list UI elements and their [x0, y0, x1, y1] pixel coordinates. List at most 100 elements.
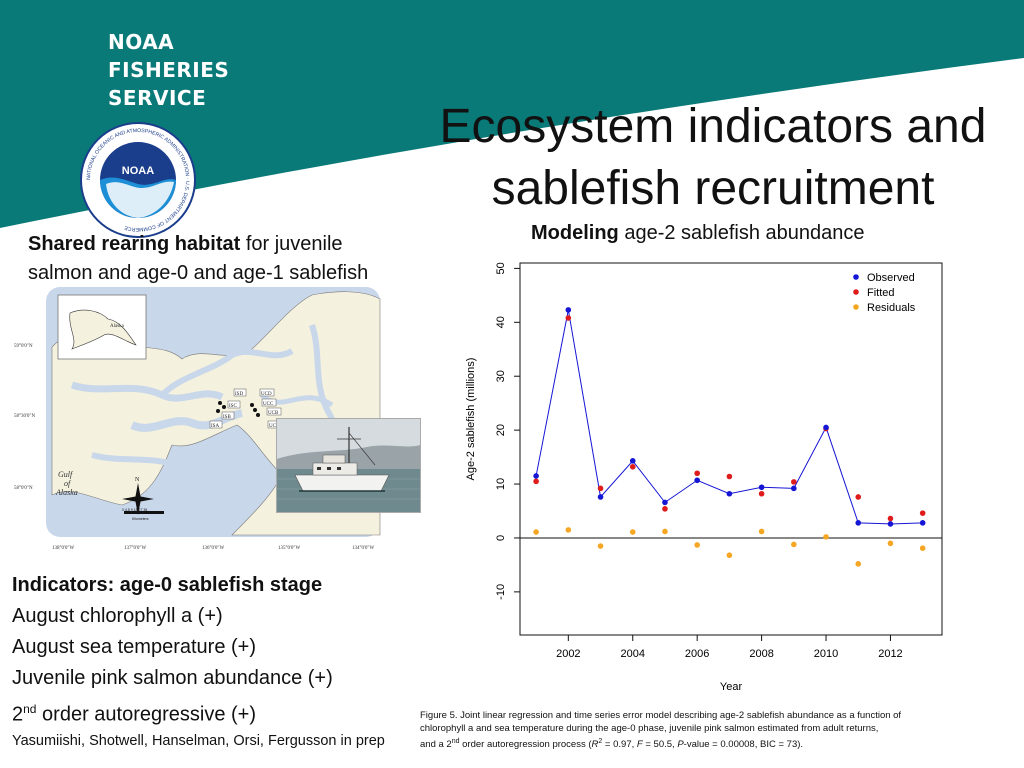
- x-tick-label: 2008: [749, 648, 773, 660]
- indicators-list: Indicators: age-0 sablefish stage August…: [12, 570, 333, 731]
- station-label-uca: UCA: [269, 424, 280, 429]
- scale-unit: Kilometers: [132, 517, 149, 521]
- observed-point: [791, 485, 797, 492]
- fitted-point: [758, 490, 765, 497]
- y-axis-label: Age-2 sablefish (millions): [465, 358, 477, 481]
- residuals-point: [694, 542, 700, 548]
- observed-point: [662, 499, 668, 506]
- sample-stations: ISD ISC ISB ISA UCD UCC UCB UCA: [209, 388, 282, 429]
- observed-point: [533, 473, 539, 479]
- y-tick-label: 50: [495, 262, 507, 274]
- observed-point: [855, 520, 862, 526]
- fitted-point: [887, 515, 894, 522]
- indicators-title: Indicators: age-0 sablefish stage: [12, 574, 323, 596]
- indicator-item-4-rest: order autoregressive (+): [36, 703, 257, 726]
- caption-l3-e: -value = 0.00008, BIC = 73).: [683, 739, 804, 751]
- y-tick-label: -10: [495, 584, 507, 600]
- brand-line-3: SERVICE: [108, 86, 207, 110]
- station-label-ucc: UCC: [263, 402, 274, 407]
- legend-marker-fitted: [853, 289, 859, 295]
- residuals-point: [533, 529, 539, 535]
- title-line-1: Ecosystem indicators and: [439, 100, 987, 153]
- brand-line-1: NOAA: [108, 30, 175, 54]
- residuals-point: [758, 528, 765, 535]
- observed-point: [694, 477, 700, 484]
- caption-l3-c: = 0.97,: [602, 739, 637, 751]
- caption-l3-d: = 50.5,: [642, 739, 678, 751]
- x-tick-label: 2004: [621, 648, 645, 660]
- residuals-point: [726, 552, 733, 559]
- brand-line-2: FISHERIES: [108, 58, 230, 82]
- chart-heading-bold: Modeling: [531, 222, 619, 244]
- station-label-ucb: UCB: [268, 411, 279, 416]
- habitat-heading-line2: salmon and age-0 and age-1 sablefish: [28, 262, 369, 284]
- residuals-point: [662, 528, 668, 535]
- residuals-point: [597, 543, 604, 549]
- caption-line-2: chlorophyll a and sea temperature during…: [420, 723, 879, 734]
- y-tick-label: 30: [495, 370, 507, 382]
- legend-label-observed: Observed: [867, 272, 915, 284]
- x-tick-label: 2006: [685, 648, 709, 660]
- header-banner: [0, 0, 1024, 228]
- caption-l3-r: R: [591, 739, 599, 751]
- compass-rose: N: [122, 477, 154, 515]
- figure-caption: Figure 5. Joint linear regression and ti…: [420, 709, 980, 751]
- caption-line-3: and a 2nd order autoregression process (…: [420, 735, 980, 751]
- gulf-label-1: Gulf: [58, 470, 74, 479]
- caption-l3-f: F: [636, 739, 643, 751]
- authors-credit: Yasumiishi, Shotwell, Hanselman, Orsi, F…: [12, 733, 385, 749]
- residuals-point: [823, 534, 829, 540]
- habitat-heading-bold: Shared rearing habitat: [28, 233, 241, 255]
- logo-text: NOAA: [122, 165, 154, 177]
- y-tick-label: 40: [495, 316, 507, 328]
- fitted-point: [919, 510, 926, 516]
- fitted-point: [533, 478, 539, 485]
- habitat-heading-rest: for juvenile: [240, 233, 343, 255]
- title-line-2: sablefish recruitment: [491, 162, 935, 215]
- caption-line-1: Figure 5. Joint linear regression and ti…: [420, 710, 902, 721]
- noaa-fisheries-wordmark: NOAA FISHERIES SERVICE: [108, 28, 229, 112]
- indicator-item-1: August chlorophyll a (+): [12, 605, 223, 627]
- inset-label-alaska: Alaska: [110, 324, 125, 329]
- chart-heading: Modeling age-2 sablefish abundance: [531, 222, 865, 245]
- legend-marker-observed: [853, 274, 859, 280]
- residuals-point: [855, 561, 862, 567]
- lon-label-1: 138°0'0"W: [52, 546, 74, 551]
- observed-point: [887, 521, 894, 527]
- observed-point: [726, 490, 733, 497]
- caption-l3-a: and a 2: [420, 739, 452, 751]
- station-label-isa: ISA: [211, 424, 219, 429]
- lon-label-5: 134°0'0"W: [352, 546, 374, 551]
- scale-bar: 0 4.5 9 18 27 36 Kilometers: [122, 508, 164, 521]
- fitted-point: [694, 470, 700, 477]
- caption-l3-b: order autoregression process (: [459, 739, 592, 751]
- lat-label-3: 58°0'0"N: [14, 486, 33, 491]
- fitted-point: [855, 494, 862, 500]
- residuals-point: [629, 529, 636, 535]
- x-tick-label: 2012: [878, 648, 902, 660]
- x-axis-label: Year: [720, 681, 743, 693]
- x-tick-label: 2010: [814, 648, 838, 660]
- indicator-item-3: Juvenile pink salmon abundance (+): [12, 667, 333, 689]
- observed-point: [629, 458, 636, 464]
- lon-label-3: 136°0'0"W: [202, 546, 224, 551]
- fitted-point: [791, 479, 797, 485]
- residuals-point: [919, 545, 926, 551]
- fitted-point: [726, 473, 733, 480]
- observed-point: [823, 424, 829, 431]
- station-label-isc: ISC: [229, 404, 237, 409]
- fitted-point: [565, 315, 572, 321]
- habitat-heading: Shared rearing habitat for juvenile salm…: [28, 230, 368, 288]
- observed-point: [919, 520, 926, 526]
- residuals-point: [565, 527, 572, 533]
- legend-label-residuals: Residuals: [867, 302, 916, 314]
- observed-point: [565, 307, 572, 313]
- x-tick-label: 2002: [556, 648, 580, 660]
- noaa-logo: NOAA NATIONAL OCEANIC AND ATMOSPHERIC AD…: [80, 122, 196, 238]
- indicator-item-2: August sea temperature (+): [12, 636, 257, 658]
- caption-l3-p: P: [677, 739, 684, 751]
- compass-n: N: [135, 477, 140, 483]
- y-tick-label: 0: [495, 535, 507, 541]
- caption-l3-r2: 2: [598, 738, 603, 745]
- indicator-item-4: 2nd order autoregressive (+): [12, 694, 333, 731]
